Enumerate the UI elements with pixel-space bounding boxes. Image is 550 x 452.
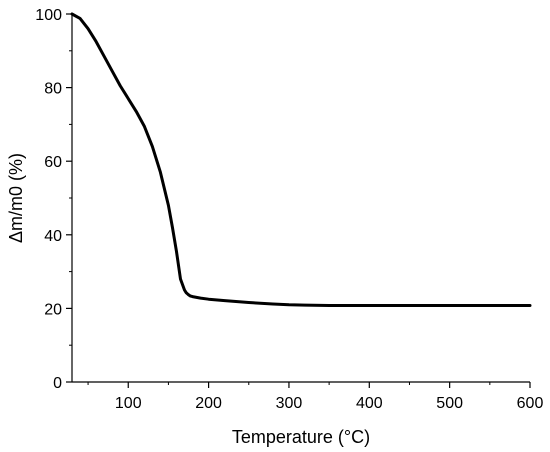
x-tick-label: 500: [436, 395, 463, 412]
y-tick-label: 60: [44, 154, 62, 171]
x-tick-label: 300: [276, 395, 303, 412]
y-axis-label: Δm/m0 (%): [6, 153, 26, 243]
ticks-layer: 100 200 300 400 500 600 0 20 40 60 80 100: [35, 7, 543, 412]
y-tick-label: 100: [35, 7, 62, 24]
x-tick-label: 200: [195, 395, 222, 412]
x-tick-label: 100: [115, 395, 142, 412]
y-tick-label: 0: [53, 375, 62, 392]
y-tick-label: 80: [44, 81, 62, 98]
x-axis-label: Temperature (°C): [232, 427, 370, 447]
series-line: [70, 12, 532, 307]
y-tick-label: 40: [44, 228, 62, 245]
y-tick-label: 20: [44, 301, 62, 318]
x-tick-label: 400: [356, 395, 383, 412]
x-tick-label: 600: [517, 395, 544, 412]
